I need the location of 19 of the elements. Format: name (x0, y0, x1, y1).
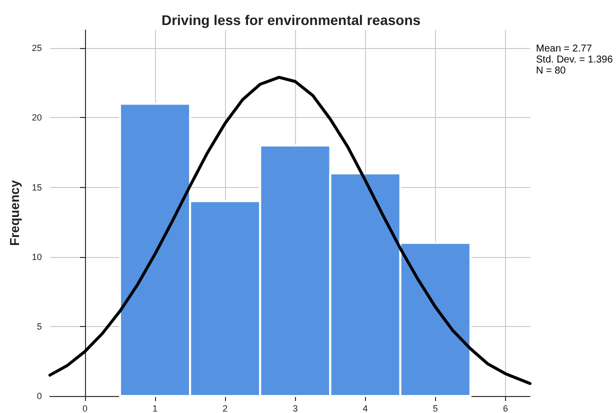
y-tick-label: 0 (36, 391, 42, 401)
x-tick-label: 0 (82, 404, 88, 413)
text: Std. Dev. = 1.396 (536, 54, 614, 66)
x-tick-label: 1 (152, 404, 158, 413)
x-tick-label: 5 (432, 404, 438, 413)
x-tick-label: 3 (292, 404, 298, 413)
chart-title: Driving less for environmental reasons (161, 12, 421, 28)
text: Mean = 2.77 (536, 44, 592, 54)
y-tick-label: 20 (32, 112, 42, 123)
y-axis-title: Frequency (7, 179, 22, 246)
y-tick-label: 15 (32, 182, 42, 192)
x-tick-label: 6 (502, 404, 508, 413)
y-tick-label: 25 (32, 43, 42, 54)
text: N = 80 (536, 66, 566, 76)
y-tick-label: 10 (32, 252, 42, 262)
x-tick-label: 4 (362, 404, 368, 413)
line-series (48, 76, 532, 385)
x-tick-label: 2 (222, 404, 228, 413)
y-tick-label: 5 (36, 321, 42, 332)
